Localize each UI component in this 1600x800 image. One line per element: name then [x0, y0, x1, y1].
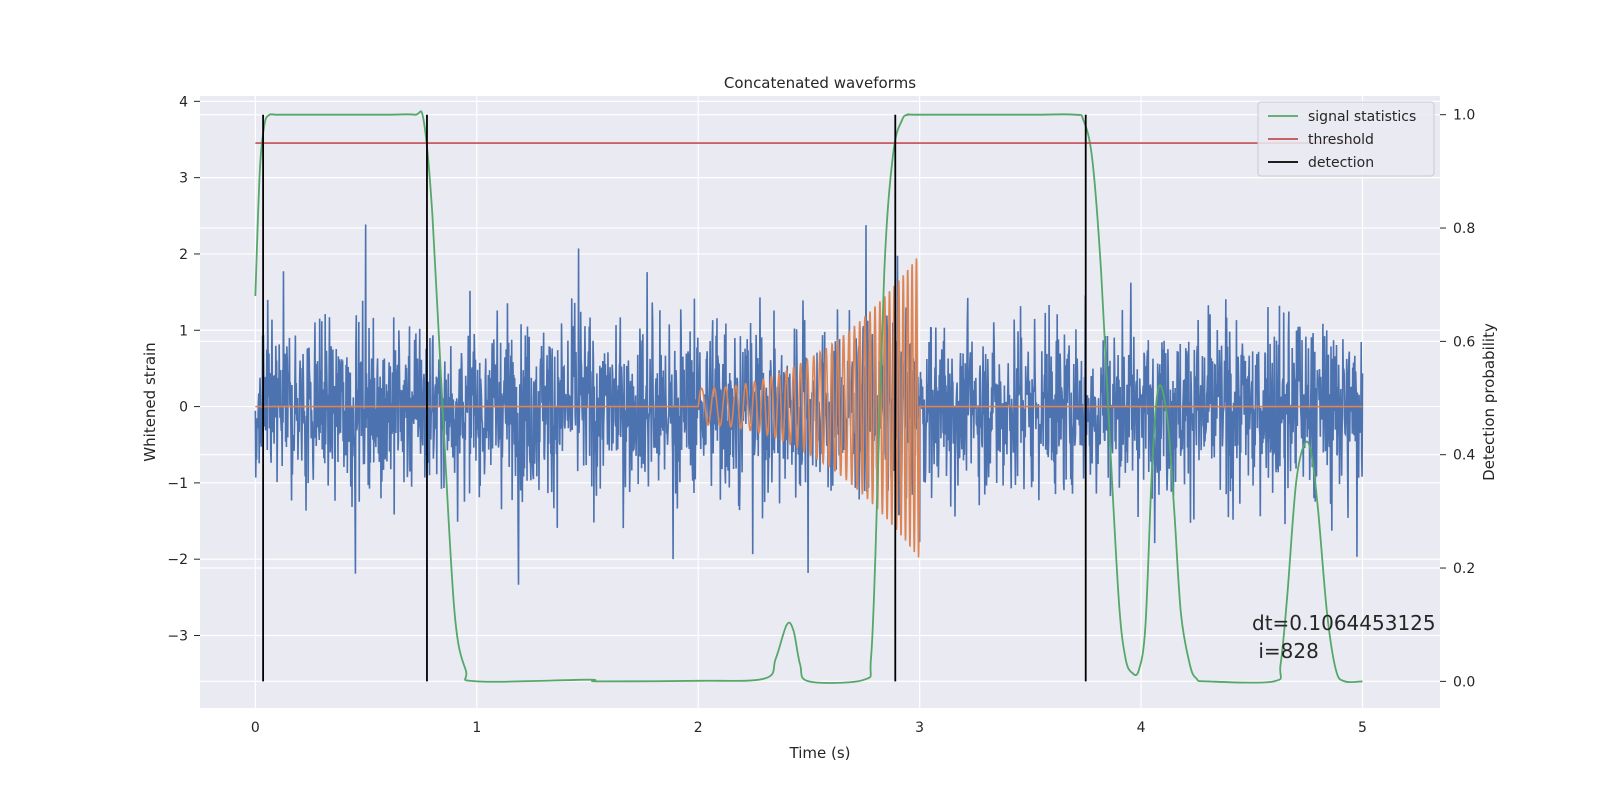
x-tick-label: 3 — [915, 720, 924, 736]
signal-statistics-line — [254, 110, 1363, 684]
annotation-i: i=828 — [1252, 639, 1319, 663]
y-tick-label: 0 — [179, 400, 188, 416]
y2-axis-ticks: 0.0 0.2 0.4 0.6 0.8 1.0 — [1440, 108, 1475, 690]
x-tick-label: 5 — [1358, 720, 1367, 736]
injection-line — [255, 258, 1363, 558]
x-tick-label: 2 — [694, 720, 703, 736]
y-axis-ticks: −3 −2 −1 0 1 2 3 4 — [167, 94, 200, 645]
injection-series — [255, 258, 1363, 558]
y-tick-label: −2 — [167, 552, 188, 568]
legend-label-signal-statistics: signal statistics — [1308, 109, 1416, 125]
x-tick-label: 1 — [472, 720, 481, 736]
y2-tick-label: 0.4 — [1453, 448, 1475, 464]
y2-tick-label: 0.2 — [1453, 561, 1475, 577]
y2-tick-label: 0.8 — [1453, 221, 1475, 237]
y2-axis-label: Detection probability — [1480, 323, 1498, 481]
y-tick-label: 2 — [179, 247, 188, 263]
legend-label-detection: detection — [1308, 155, 1374, 171]
y-tick-label: −1 — [167, 476, 188, 492]
y-tick-label: 1 — [179, 323, 188, 339]
y2-tick-label: 0.0 — [1453, 674, 1475, 690]
x-tick-label: 0 — [251, 720, 260, 736]
x-axis-ticks: 0 1 2 3 4 5 — [251, 720, 1367, 736]
legend-label-threshold: threshold — [1308, 132, 1374, 148]
y-tick-label: 4 — [179, 94, 188, 110]
detection-series — [262, 114, 1087, 682]
signal-statistics-series — [254, 110, 1363, 684]
x-tick-label: 4 — [1137, 720, 1146, 736]
chart-title: Concatenated waveforms — [724, 74, 916, 92]
y2-tick-label: 1.0 — [1453, 108, 1475, 124]
y2-tick-label: 0.6 — [1453, 334, 1475, 350]
annotation-dt: dt=0.1064453125 — [1252, 611, 1436, 635]
legend-box — [1257, 101, 1435, 177]
legend: signal statistics threshold detection — [1257, 101, 1435, 177]
x-axis-label: Time (s) — [789, 744, 851, 762]
y-axis-label: Whitened strain — [141, 342, 159, 461]
y-tick-label: 3 — [179, 171, 188, 187]
y-tick-label: −3 — [167, 629, 188, 645]
